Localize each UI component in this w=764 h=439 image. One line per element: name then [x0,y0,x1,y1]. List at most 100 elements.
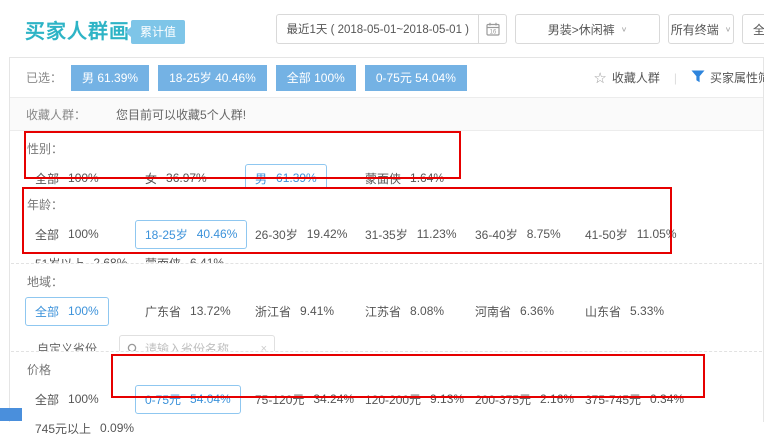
option-price-745-plus[interactable]: 745元以上 0.09% [35,420,165,437]
section-price: 价格 全部 100% 0-75元 54.04% 75-120元 34.24% [11,351,762,436]
selected-option-box: 0-75元 54.04% [135,384,241,414]
calendar-icon[interactable]: 16 [478,15,506,43]
option-label: 18-25岁 [145,227,188,242]
selected-option-box: 全部 100% [25,296,109,326]
option-price-0-75-selected[interactable]: 0-75元 54.04% [135,384,255,414]
option-gender-all[interactable]: 全部 100% [35,170,145,187]
option-age-41-50[interactable]: 41-50岁 11.05% [585,226,695,243]
option-label: 200-375元 [475,392,532,407]
option-region-zhejiang[interactable]: 浙江省 9.41% [255,303,365,320]
option-gender-masked[interactable]: 蒙面侠 1.64% [365,170,475,187]
option-label: 375-745元 [585,392,642,407]
option-label: 120-200元 [365,392,422,407]
option-label: 全部 [35,171,60,186]
option-label: 36-40岁 [475,227,518,242]
option-label: 河南省 [475,304,512,319]
option-price-75-120[interactable]: 75-120元 34.24% [255,391,365,408]
option-age-18-25-selected[interactable]: 18-25岁 40.46% [135,219,255,249]
option-value: 6.36% [520,304,555,318]
date-range-picker[interactable]: 最近1天 ( 2018-05-01~2018-05-01 ) 16 [276,14,507,44]
section-age: 年龄： 全部 100% 18-25岁 40.46% 26-30岁 19.42% [11,187,762,271]
truncated-select[interactable]: 全 [742,14,764,44]
option-label: 山东省 [585,304,622,319]
selected-tag-price[interactable]: 0-75元 54.04% [364,64,467,91]
section-gender: 性别： 全部 100% 女 36.97% 男 61.39% 蒙面侠 [11,131,762,193]
option-value: 9.13% [430,392,465,406]
favorite-groups-message: 您目前可以收藏5个人群! [116,107,247,122]
price-options-row1: 全部 100% 0-75元 54.04% 75-120元 34.24% 120-… [11,384,762,414]
selected-tag-age[interactable]: 18-25岁 40.46% [158,64,267,91]
option-value: 2.16% [540,392,575,406]
category-select[interactable]: 男装>休闲裤 ∨ [515,14,660,44]
option-value: 8.08% [410,304,445,318]
star-icon: ☆ [593,69,607,87]
option-label: 浙江省 [255,304,292,319]
option-age-all[interactable]: 全部 100% [35,226,145,243]
age-section-label: 年龄： [27,198,64,212]
option-region-jiangsu[interactable]: 江苏省 8.08% [365,303,475,320]
selected-tag-region[interactable]: 全部 100% [275,64,356,91]
page-header: 买家人群画像 累计值 最近1天 ( 2018-05-01~2018-05-01 … [9,0,764,57]
option-value: 100% [68,304,99,318]
option-value: 9.41% [300,304,335,318]
gender-section-label: 性别： [27,142,64,156]
option-label: 江苏省 [365,304,402,319]
favorite-groups-label: 收藏人群： [26,107,87,122]
option-region-shandong[interactable]: 山东省 5.33% [585,303,695,320]
clear-icon[interactable]: × [260,342,268,355]
favorite-groups-row: 收藏人群： 您目前可以收藏5个人群! [10,98,763,131]
option-value: 5.33% [630,304,665,318]
option-label: 31-35岁 [365,227,408,242]
option-value: 0.09% [100,421,135,435]
option-price-200-375[interactable]: 200-375元 2.16% [475,391,585,408]
gender-options-row: 全部 100% 女 36.97% 男 61.39% 蒙面侠 1.64% [11,163,762,193]
option-label: 745元以上 [35,421,92,436]
category-select-value: 男装>休闲裤 [547,22,615,37]
buyer-attribute-filter-button[interactable]: 买家属性筛选 [709,71,764,85]
option-region-henan[interactable]: 河南省 6.36% [475,303,585,320]
option-price-all[interactable]: 全部 100% [35,391,145,408]
content-panel: 已选： 男 61.39% 18-25岁 40.46% 全部 100% 0-75元… [9,57,764,436]
cumulative-value-badge: 累计值 [124,20,186,44]
selected-tag-gender[interactable]: 男 61.39% [71,64,150,91]
option-region-all-selected[interactable]: 全部 100% [25,296,145,326]
option-region-guangdong[interactable]: 广东省 13.72% [145,303,255,320]
truncated-select-value: 全 [753,22,764,37]
vertical-divider: | [673,70,677,85]
terminal-select[interactable]: 所有终端 ∨ [668,14,734,44]
option-age-31-35[interactable]: 31-35岁 11.23% [365,226,475,243]
region-section-label: 地域： [27,275,64,289]
option-value: 11.05% [636,227,677,241]
option-price-375-745[interactable]: 375-745元 0.34% [585,391,695,408]
option-label: 41-50岁 [585,227,628,242]
option-value: 36.97% [166,171,207,185]
option-value: 61.39% [276,171,317,185]
option-value: 8.75% [526,227,561,241]
option-value: 100% [68,392,99,406]
option-label: 26-30岁 [255,227,298,242]
option-gender-female[interactable]: 女 36.97% [145,170,255,187]
date-range-text: 最近1天 ( 2018-05-01~2018-05-01 ) [286,24,469,36]
option-value: 13.72% [190,304,231,318]
option-age-36-40[interactable]: 36-40岁 8.75% [475,226,585,243]
option-label: 全部 [35,304,60,319]
option-value: 1.64% [410,171,445,185]
option-gender-male-selected[interactable]: 男 61.39% [245,163,365,193]
option-label: 蒙面侠 [365,171,402,186]
chevron-down-icon: ∨ [724,24,732,33]
terminal-select-value: 所有终端 [670,22,719,37]
option-label: 全部 [35,392,60,407]
option-value: 19.42% [306,227,348,241]
corner-widget [0,408,22,421]
option-label: 男 [255,171,268,186]
selected-filters-bar: 已选： 男 61.39% 18-25岁 40.46% 全部 100% 0-75元… [10,58,764,98]
option-label: 广东省 [145,304,182,319]
option-age-26-30[interactable]: 26-30岁 19.42% [255,226,365,243]
option-price-120-200[interactable]: 120-200元 9.13% [365,391,475,408]
page-title: 买家人群画像 [25,21,151,43]
region-options-row: 全部 100% 广东省 13.72% 浙江省 9.41% 江苏省 8.08% [11,296,762,326]
option-value: 100% [68,227,99,241]
selected-option-box: 18-25岁 40.46% [135,219,248,249]
price-section-label: 价格 [27,363,52,377]
favorite-group-button[interactable]: 收藏人群 [611,71,660,85]
